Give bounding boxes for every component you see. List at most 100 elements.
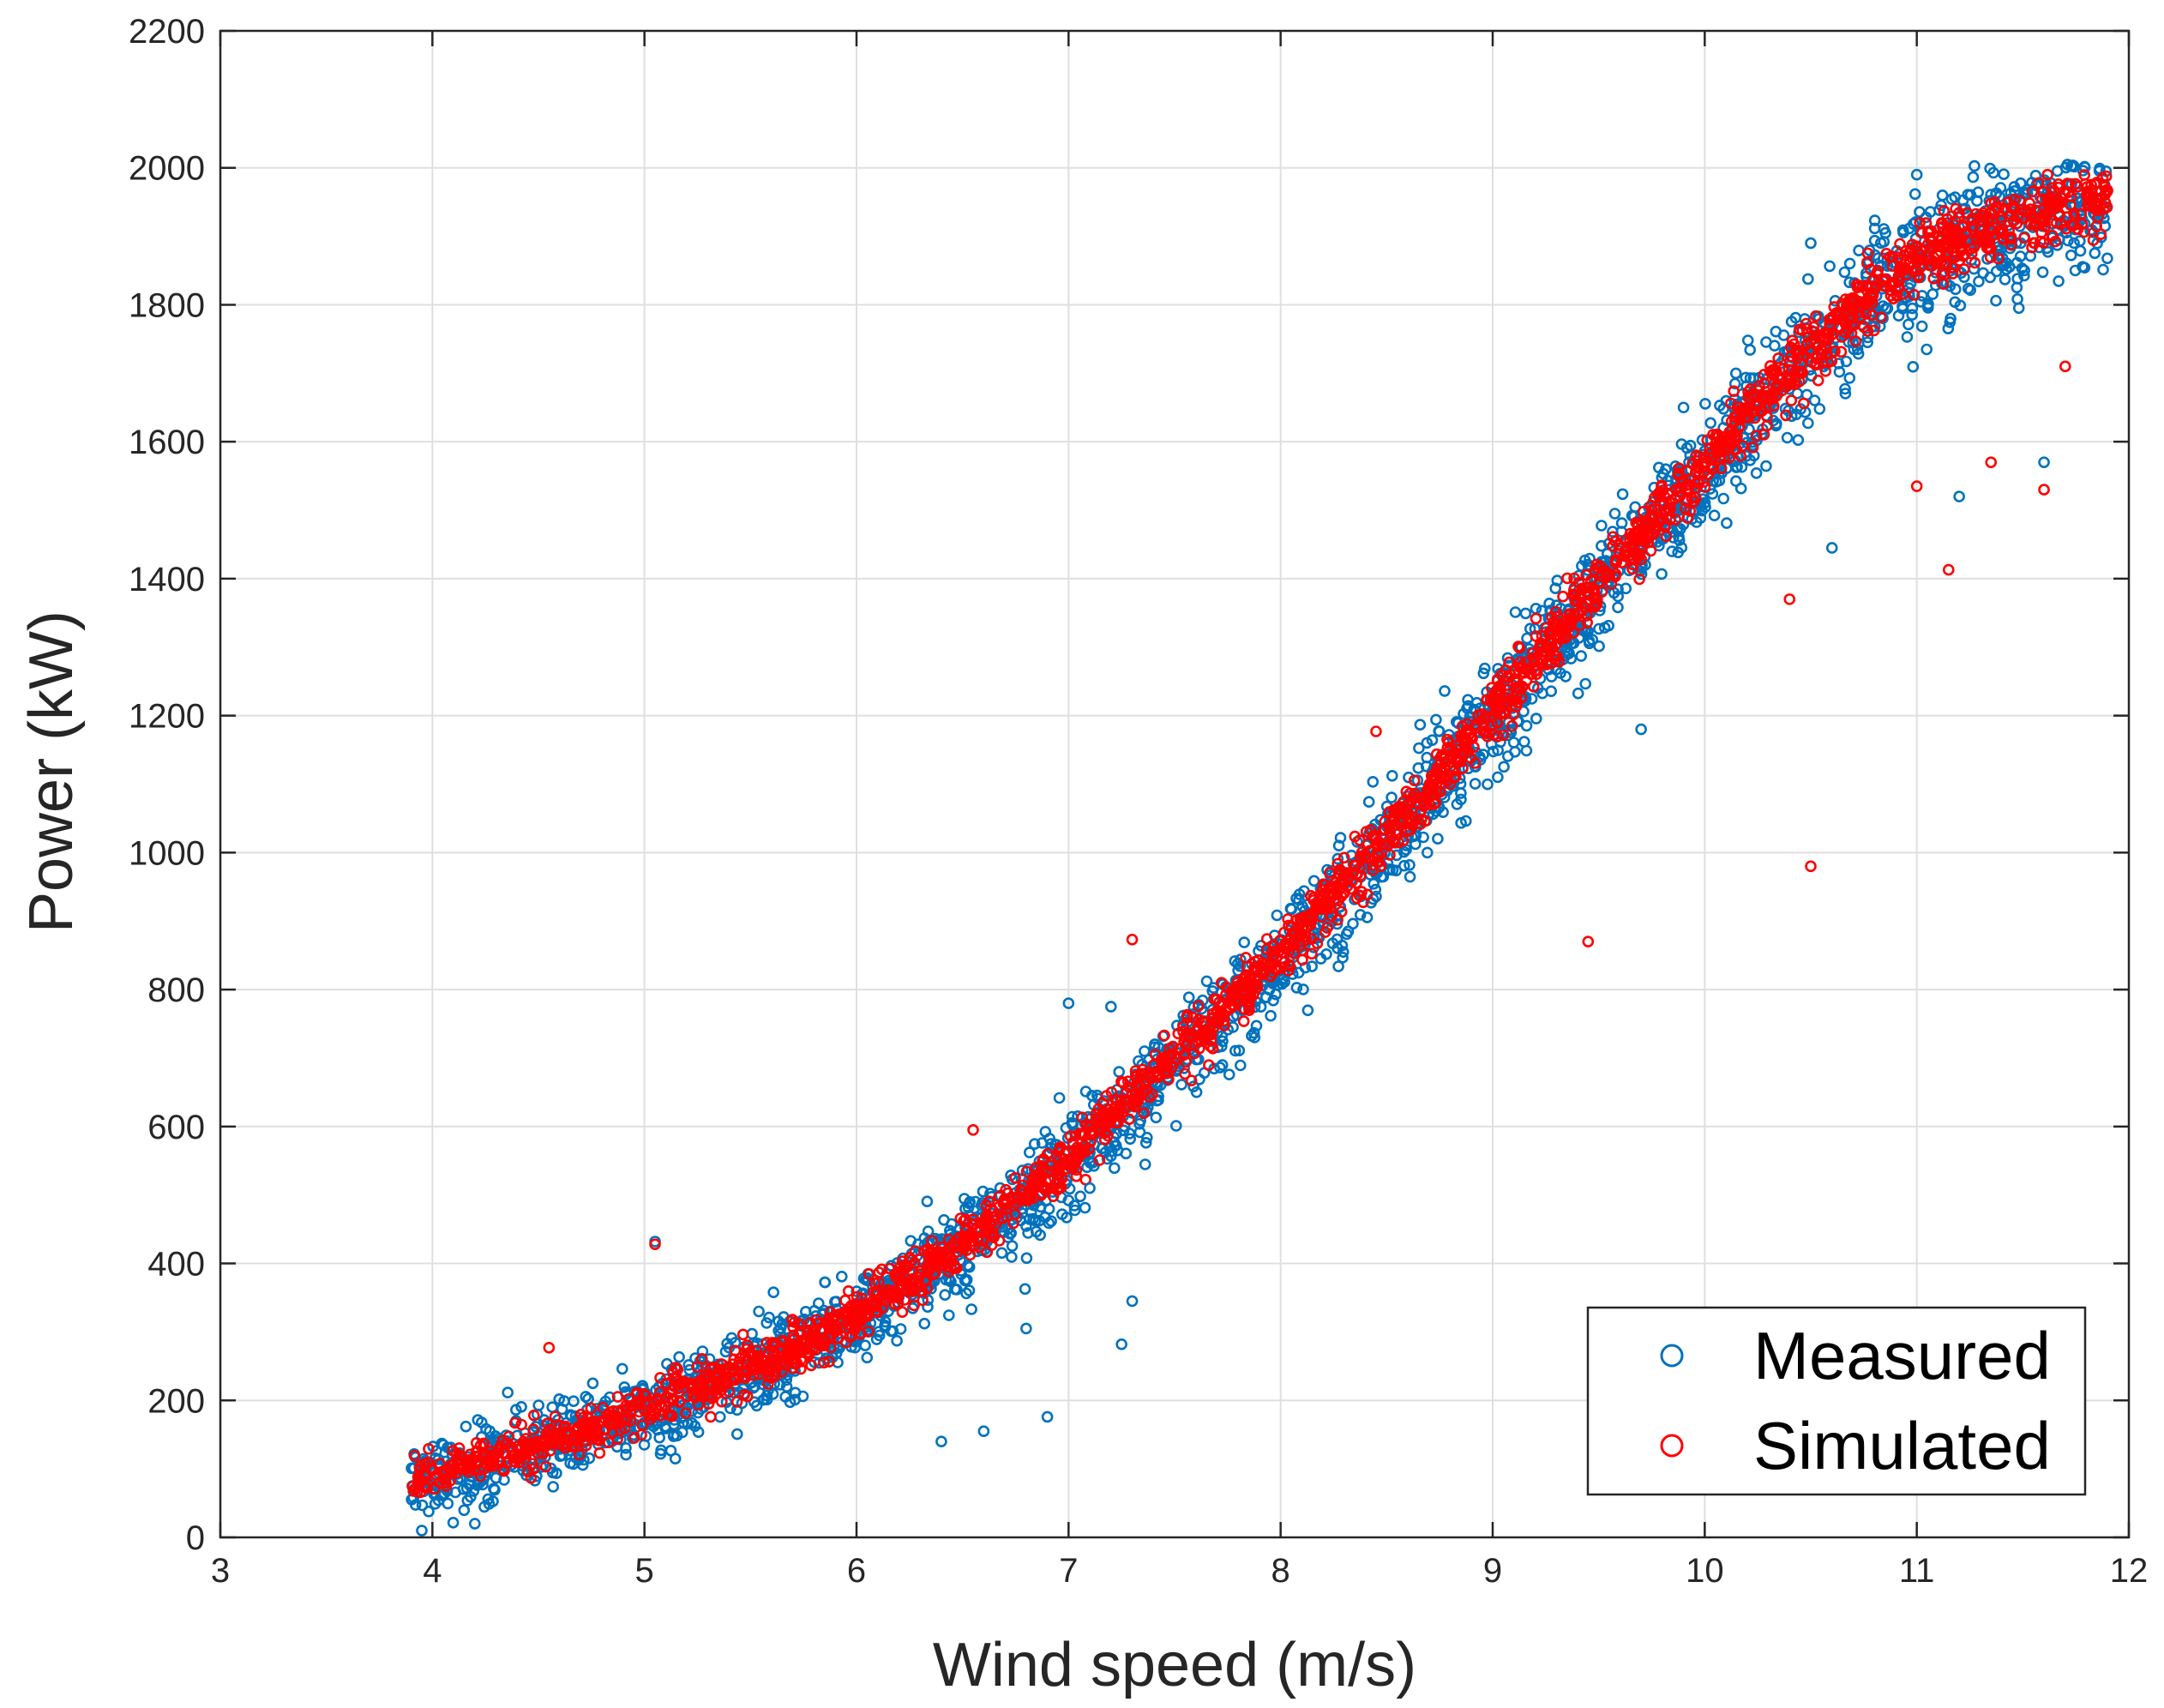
point-simulated	[2041, 168, 2053, 181]
point-measured	[724, 1402, 736, 1415]
point-measured	[1433, 725, 1445, 737]
point-simulated	[1574, 587, 1587, 600]
point-measured	[1954, 299, 1967, 312]
point-simulated	[1648, 491, 1661, 504]
point-simulated	[2090, 220, 2102, 232]
point-simulated	[1984, 223, 1996, 235]
point-simulated	[1642, 526, 1654, 539]
point-simulated	[1860, 308, 1872, 320]
point-simulated	[1859, 297, 1872, 310]
point-measured	[429, 1487, 442, 1500]
point-simulated	[856, 1312, 869, 1324]
point-simulated	[1819, 364, 1832, 377]
point-measured	[1969, 159, 1981, 172]
point-measured	[461, 1494, 474, 1507]
point-measured	[1404, 858, 1416, 871]
point-simulated	[602, 1436, 615, 1449]
point-simulated	[1920, 217, 1933, 230]
point-measured	[1306, 960, 1318, 972]
point-simulated	[1530, 612, 1542, 625]
point-measured	[2015, 177, 2027, 189]
point-simulated	[590, 1430, 603, 1443]
point-simulated	[1319, 879, 1331, 891]
point-measured	[776, 1318, 789, 1331]
point-simulated	[790, 1342, 802, 1355]
point-simulated	[1609, 570, 1621, 583]
point-simulated	[1725, 397, 1737, 410]
point-simulated	[1758, 429, 1770, 441]
point-simulated	[736, 1328, 749, 1341]
point-simulated	[1494, 707, 1506, 720]
point-simulated	[1444, 778, 1456, 791]
point-measured	[1879, 302, 1892, 315]
point-simulated	[1020, 1165, 1033, 1178]
point-measured	[963, 1197, 976, 1210]
point-measured	[939, 1289, 951, 1301]
point-simulated	[1946, 262, 1958, 274]
point-simulated	[1070, 1170, 1083, 1182]
point-simulated	[2018, 232, 2030, 244]
point-measured	[1802, 417, 1814, 430]
point-simulated	[1491, 673, 1504, 686]
point-measured	[1530, 713, 1542, 725]
point-measured	[1794, 403, 1806, 415]
point-simulated	[610, 1405, 623, 1417]
point-measured	[1470, 696, 1483, 709]
point-measured	[1139, 1158, 1151, 1170]
point-simulated	[1418, 795, 1431, 808]
point-simulated	[1780, 409, 1792, 422]
point-simulated	[2046, 229, 2059, 242]
point-measured	[1666, 545, 1678, 557]
point-simulated	[507, 1444, 520, 1457]
point-simulated	[1172, 1027, 1184, 1040]
point-simulated	[1470, 719, 1482, 731]
point-measured	[1271, 909, 1283, 922]
point-simulated	[1551, 628, 1563, 640]
point-simulated	[1007, 1217, 1019, 1230]
point-simulated	[1933, 240, 1945, 253]
point-measured	[667, 1430, 680, 1442]
point-simulated	[628, 1432, 640, 1444]
point-simulated	[896, 1306, 909, 1318]
point-simulated	[527, 1423, 540, 1435]
point-simulated	[809, 1343, 822, 1356]
point-simulated	[738, 1389, 750, 1401]
point-measured	[567, 1458, 580, 1470]
point-measured	[1747, 372, 1760, 384]
point-measured	[1897, 303, 1909, 315]
point-simulated	[1093, 1154, 1106, 1166]
point-simulated	[1102, 1116, 1114, 1128]
point-measured	[1432, 833, 1444, 845]
point-simulated	[440, 1480, 453, 1492]
point-simulated	[1590, 558, 1602, 571]
point-measured	[1977, 267, 1989, 280]
point-simulated	[1712, 440, 1724, 453]
point-measured	[809, 1310, 822, 1322]
point-measured	[727, 1386, 740, 1398]
point-simulated	[1136, 1068, 1149, 1080]
point-measured	[488, 1482, 500, 1494]
point-simulated	[1894, 238, 1906, 250]
point-measured	[1170, 1120, 1182, 1132]
point-measured	[472, 1414, 484, 1426]
point-simulated	[548, 1428, 561, 1440]
point-measured	[1479, 662, 1491, 675]
point-simulated	[1371, 856, 1383, 869]
point-simulated	[1251, 978, 1263, 991]
point-simulated	[517, 1435, 530, 1448]
point-simulated	[508, 1416, 521, 1429]
point-simulated	[1744, 394, 1757, 407]
point-measured	[547, 1481, 560, 1493]
point-measured	[569, 1410, 582, 1422]
point-measured	[1354, 909, 1367, 921]
point-simulated	[1349, 830, 1362, 843]
point-simulated	[1037, 1164, 1049, 1176]
point-simulated	[1674, 482, 1686, 495]
point-measured	[1840, 355, 1853, 368]
point-simulated	[1076, 1111, 1089, 1124]
point-simulated	[1734, 404, 1746, 417]
point-measured	[1832, 358, 1845, 370]
point-measured	[1417, 831, 1429, 844]
point-simulated	[536, 1440, 549, 1452]
point-measured	[1150, 1111, 1163, 1124]
